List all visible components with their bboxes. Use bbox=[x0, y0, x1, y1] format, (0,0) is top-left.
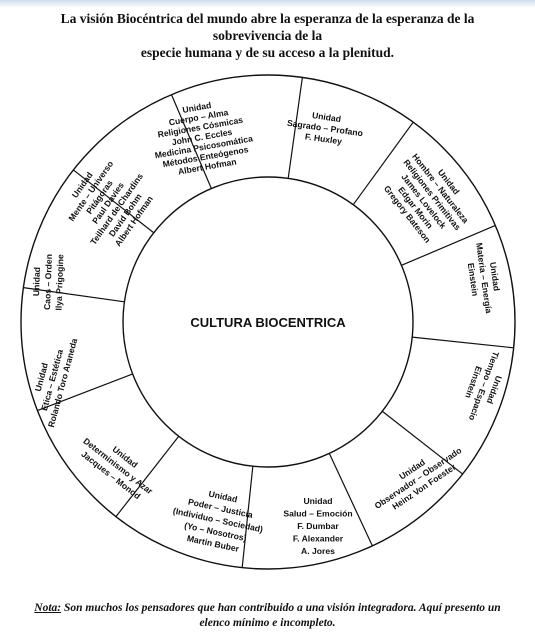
sector-divider bbox=[37, 373, 133, 412]
sector-divider bbox=[401, 224, 496, 266]
sector-dividers bbox=[23, 77, 514, 568]
sector-line: F. Dumbar bbox=[297, 521, 339, 531]
sector-divider bbox=[381, 410, 464, 475]
sector-heading: Unidad bbox=[488, 261, 502, 291]
center-label: CULTURA BIOCENTRICA bbox=[190, 315, 346, 330]
sector-10: Unidad Caos – Orden Ilya Prigogine bbox=[31, 254, 66, 311]
sector-line: Einstein bbox=[466, 262, 481, 297]
sector-heading: Unidad bbox=[311, 110, 341, 124]
sector-line: A. Jores bbox=[301, 546, 335, 556]
footnote-text-1: Son muchos los pensadores que han contri… bbox=[61, 602, 501, 614]
sector-line: Caos – Orden bbox=[42, 254, 54, 310]
title-line-1: La visión Biocéntrica del mundo abre la … bbox=[60, 11, 475, 43]
title-line-2: especie humana y de su acceso a la pleni… bbox=[140, 45, 395, 60]
header-gradient-bar bbox=[0, 0, 535, 8]
sector-divider bbox=[241, 466, 254, 568]
sector-heading: Unidad bbox=[303, 496, 332, 506]
footnote-text-2: elenco mínimo e incompleto. bbox=[199, 617, 336, 629]
sector-divider bbox=[23, 287, 125, 303]
sector-divider bbox=[352, 121, 414, 206]
sector-heading: Unidad bbox=[31, 267, 42, 296]
sector-divider bbox=[287, 77, 303, 179]
sector-6: Unidad Salud – Emoción F. Dumbar F. Alexand… bbox=[283, 496, 352, 556]
sector-line: Salud – Emoción bbox=[283, 509, 352, 519]
sector-divider bbox=[72, 169, 155, 234]
sector-heading: Unidad bbox=[182, 100, 212, 115]
sector-divider bbox=[170, 94, 212, 189]
page-title: La visión Biocéntrica del mundo abre la … bbox=[20, 10, 515, 61]
sector-divider bbox=[412, 336, 514, 349]
sector-line: Ilya Prigogine bbox=[54, 254, 66, 311]
sector-line: F. Alexander bbox=[293, 534, 344, 544]
footnote: Nota: Son muchos los pensadores que han … bbox=[20, 601, 515, 631]
inner-circle bbox=[122, 176, 414, 468]
sector-divider bbox=[115, 435, 180, 518]
footnote-label: Nota: bbox=[34, 602, 62, 614]
sector-divider bbox=[328, 453, 373, 547]
